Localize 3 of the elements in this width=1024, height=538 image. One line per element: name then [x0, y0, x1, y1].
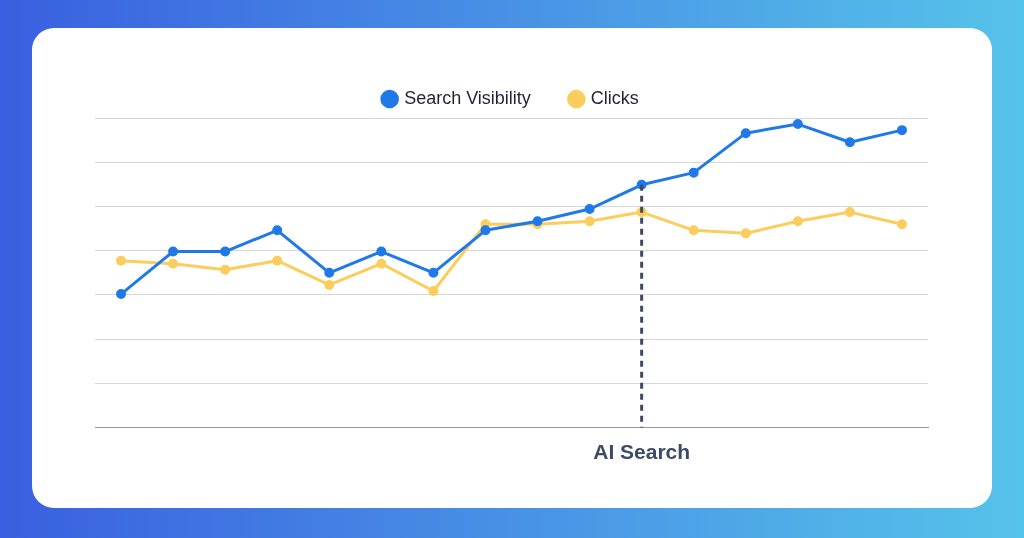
legend-label: Clicks: [590, 87, 639, 108]
legend-label: Search Visibility: [404, 87, 531, 108]
text: AI Search: [593, 439, 691, 463]
